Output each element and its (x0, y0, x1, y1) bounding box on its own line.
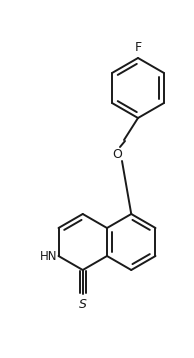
Text: S: S (79, 297, 87, 310)
Text: F: F (134, 40, 142, 53)
Text: O: O (112, 147, 122, 160)
Text: HN: HN (40, 250, 57, 262)
